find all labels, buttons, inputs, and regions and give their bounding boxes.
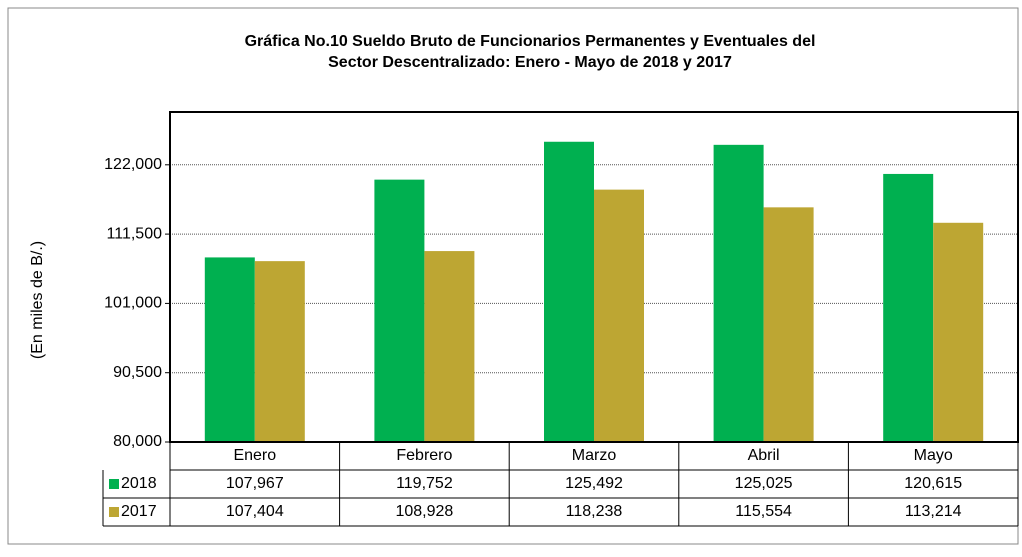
x-tick-label: Enero	[233, 447, 276, 464]
y-tick-label: 122,000	[104, 156, 162, 173]
bar	[204, 257, 255, 442]
bar	[713, 144, 764, 442]
bar	[424, 251, 475, 442]
data-label: 107,967	[226, 475, 284, 492]
y-tick-label: 90,500	[113, 364, 162, 381]
chart-title: Gráfica No.10 Sueldo Bruto de Funcionari…	[245, 33, 816, 50]
x-tick-label: Marzo	[572, 447, 617, 464]
x-tick-label: Abril	[748, 447, 780, 464]
bar	[594, 189, 644, 442]
bar	[544, 141, 594, 442]
legend-label: 2017	[121, 503, 157, 520]
data-label: 118,238	[566, 503, 623, 520]
chart-title: Sector Descentralizado: Enero - Mayo de …	[328, 54, 732, 71]
x-tick-label: Mayo	[914, 447, 953, 464]
legend-label: 2018	[121, 475, 157, 492]
data-label: 120,615	[904, 475, 962, 492]
y-tick-label: 80,000	[113, 433, 162, 450]
y-axis-title: (En miles de B/.)	[29, 241, 46, 359]
data-label: 119,752	[396, 475, 453, 492]
data-label: 108,928	[395, 503, 453, 520]
bar	[374, 179, 425, 443]
data-label: 115,554	[735, 503, 792, 520]
legend-marker	[109, 507, 119, 517]
x-tick-label: Febrero	[396, 447, 452, 464]
data-label: 113,214	[905, 503, 962, 520]
bar	[254, 261, 305, 442]
y-tick-label: 111,500	[107, 225, 163, 242]
plot-frame	[169, 111, 1019, 443]
bar	[933, 222, 984, 442]
data-label: 125,025	[735, 475, 793, 492]
bar	[883, 173, 934, 443]
legend-marker	[109, 479, 119, 489]
y-tick-label: 101,000	[104, 295, 162, 312]
data-label: 125,492	[565, 475, 623, 492]
data-label: 107,404	[226, 503, 284, 520]
bar	[763, 207, 814, 442]
